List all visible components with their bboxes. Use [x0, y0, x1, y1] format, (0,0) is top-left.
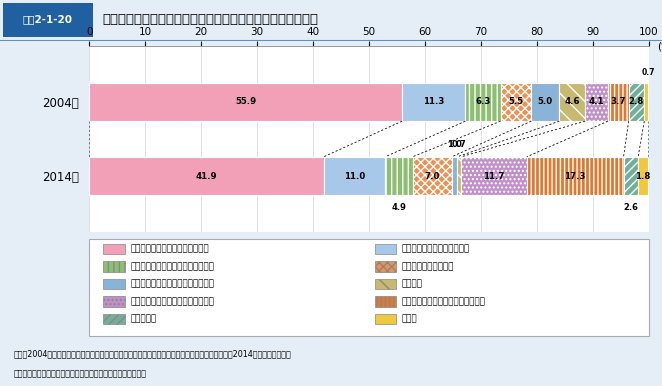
Bar: [375, 279, 396, 290]
Text: 策統括官付政策評価官室委託「健康意識に関する調査」: 策統括官付政策評価官室委託「健康意識に関する調査」: [13, 370, 146, 379]
Text: 花粉症、アトピーなどのアレルギー: 花粉症、アトピーなどのアレルギー: [130, 297, 214, 306]
Bar: [461, 157, 527, 195]
Text: 55.9: 55.9: [235, 97, 256, 107]
Text: 5.5: 5.5: [508, 97, 524, 107]
Bar: [527, 157, 624, 195]
Bar: [375, 244, 396, 254]
Bar: [559, 83, 585, 121]
Text: 1.0: 1.0: [448, 141, 462, 149]
Text: 0.7: 0.7: [452, 141, 467, 149]
FancyBboxPatch shape: [3, 3, 93, 37]
Bar: [402, 83, 465, 121]
Text: その他: その他: [402, 315, 417, 323]
Bar: [644, 83, 648, 121]
Text: 2.6: 2.6: [624, 203, 638, 212]
Text: 図表2-1-20: 図表2-1-20: [23, 14, 73, 24]
Bar: [103, 261, 124, 272]
Bar: [103, 244, 124, 254]
Bar: [89, 83, 402, 121]
Text: 医療事故: 医療事故: [402, 279, 422, 289]
Bar: [375, 261, 396, 272]
Bar: [500, 83, 532, 121]
Text: 3.7: 3.7: [610, 97, 626, 107]
Bar: [465, 83, 500, 121]
Text: 11.0: 11.0: [344, 171, 365, 181]
Text: 精神病を引き起こすようなストレス: 精神病を引き起こすようなストレス: [130, 279, 214, 289]
Text: 2.8: 2.8: [629, 97, 644, 107]
Bar: [629, 83, 644, 121]
Text: 災害や交通事故といった不慮の事故: 災害や交通事故といった不慮の事故: [402, 297, 485, 306]
Text: 5.0: 5.0: [538, 97, 553, 107]
Text: 4.9: 4.9: [391, 203, 406, 212]
Bar: [103, 296, 124, 307]
Bar: [532, 83, 559, 121]
Text: 7.0: 7.0: [424, 171, 440, 181]
Bar: [638, 157, 648, 195]
Text: 健康にとって最もリスクとなること（過去の調査との比較）: 健康にとって最もリスクとなること（過去の調査との比較）: [103, 13, 318, 26]
Text: (%): (%): [657, 41, 662, 51]
Text: 資料：2004年は厚生労働省政策統括官付政策評価官室委託「生活と健康リスクに関する意識調査」2014年は厚生労働省政: 資料：2004年は厚生労働省政策統括官付政策評価官室委託「生活と健康リスクに関す…: [13, 349, 291, 358]
Bar: [608, 83, 629, 121]
Text: 4.1: 4.1: [589, 97, 604, 107]
Bar: [375, 296, 396, 307]
Bar: [457, 157, 461, 195]
Text: 生活習慣病を引き起こす生活習慣: 生活習慣病を引き起こす生活習慣: [130, 244, 209, 254]
Bar: [103, 279, 124, 290]
Bar: [452, 157, 457, 195]
Bar: [103, 314, 124, 325]
Text: 加齢や遺伝: 加齢や遺伝: [130, 315, 156, 323]
Text: 6.3: 6.3: [475, 97, 491, 107]
Bar: [624, 157, 638, 195]
Bar: [89, 157, 324, 195]
Text: 17.3: 17.3: [565, 171, 586, 181]
Text: 41.9: 41.9: [196, 171, 217, 181]
Text: 0.7: 0.7: [641, 68, 655, 77]
Bar: [324, 157, 385, 195]
Text: 食中毒などの食品汚染: 食中毒などの食品汚染: [402, 262, 454, 271]
Text: インフルエンザなどの感染症: インフルエンザなどの感染症: [402, 244, 470, 254]
Text: 1.8: 1.8: [636, 171, 651, 181]
Text: 11.7: 11.7: [483, 171, 505, 181]
Bar: [412, 157, 452, 195]
Text: 11.3: 11.3: [423, 97, 444, 107]
Bar: [385, 157, 412, 195]
Bar: [585, 83, 608, 121]
Text: 大気汚染、水質汚濁などの環境汚染: 大気汚染、水質汚濁などの環境汚染: [130, 262, 214, 271]
Text: 4.6: 4.6: [565, 97, 580, 107]
Bar: [375, 314, 396, 325]
